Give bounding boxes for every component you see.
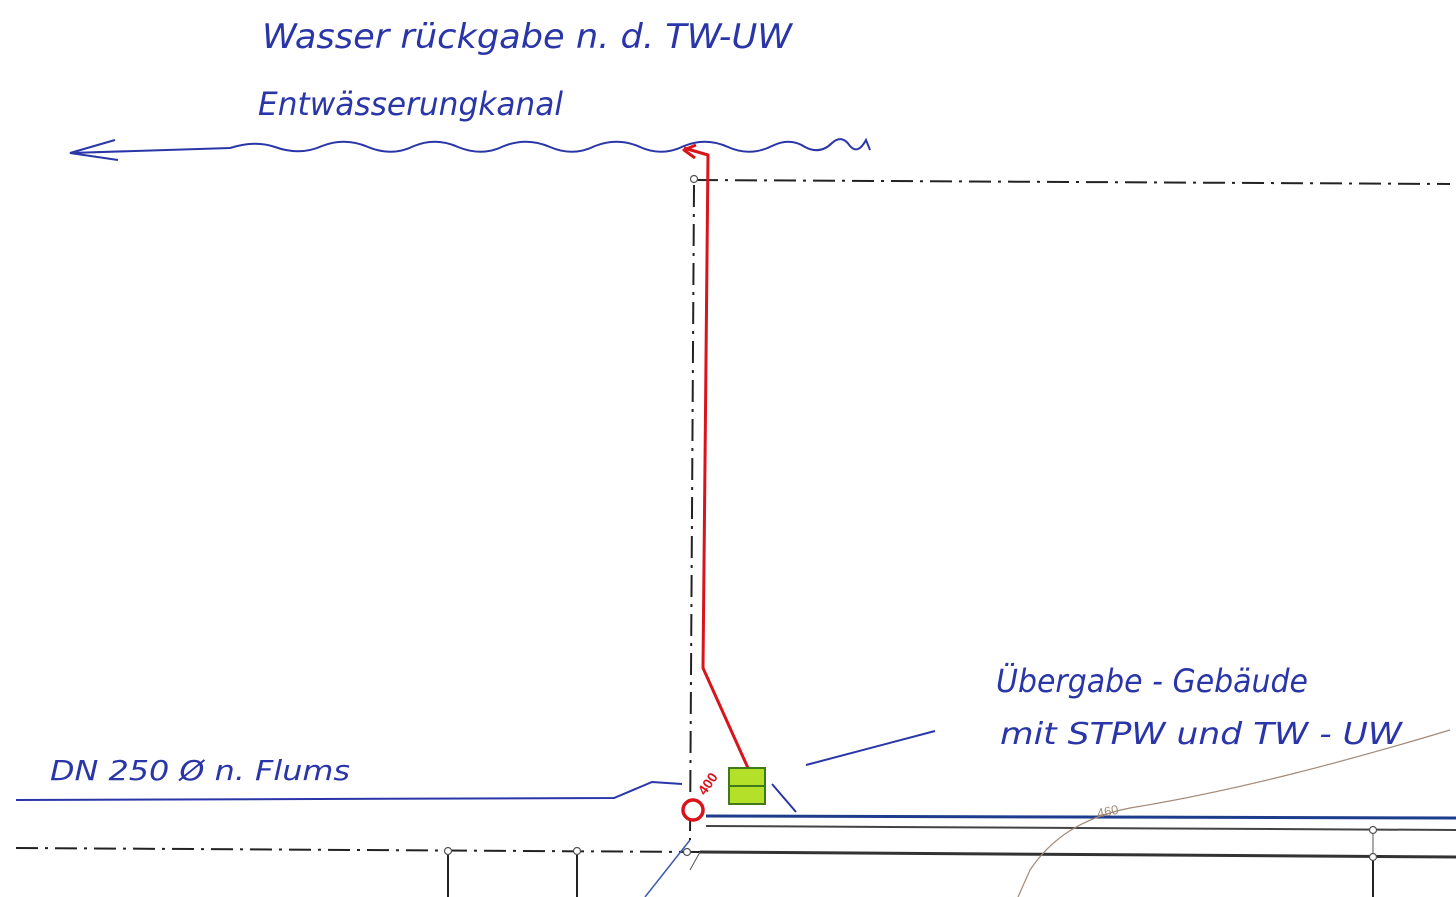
contour-line-460 xyxy=(1017,729,1451,897)
return-pipe-red xyxy=(682,143,750,769)
contour-number-label: 460 xyxy=(1096,802,1120,821)
annotation-water-return: Wasser rückgabe n. d. TW-UW xyxy=(262,17,793,57)
building-leader-line xyxy=(805,730,936,766)
boundary-point-top xyxy=(689,174,699,184)
annotation-dn250-pipe: DN 250 Ø n. Flums xyxy=(50,754,350,787)
survey-points xyxy=(443,825,1378,862)
shaft-number-label: 400 xyxy=(694,769,721,797)
manhole-shaft-icon xyxy=(681,798,705,822)
road-lines xyxy=(447,814,1456,897)
arrow-left-icon xyxy=(69,139,119,161)
annotation-building-contents: mit STPW und TW - UW xyxy=(1000,717,1404,752)
parcel-boundary-lines xyxy=(15,179,1451,853)
drainage-channel-line xyxy=(69,137,871,154)
dn250-pipe xyxy=(15,780,797,813)
annotation-drainage-channel: Entwässerungkanal xyxy=(258,85,563,123)
annotation-transfer-building: Übergabe - Gebäude xyxy=(996,662,1308,700)
